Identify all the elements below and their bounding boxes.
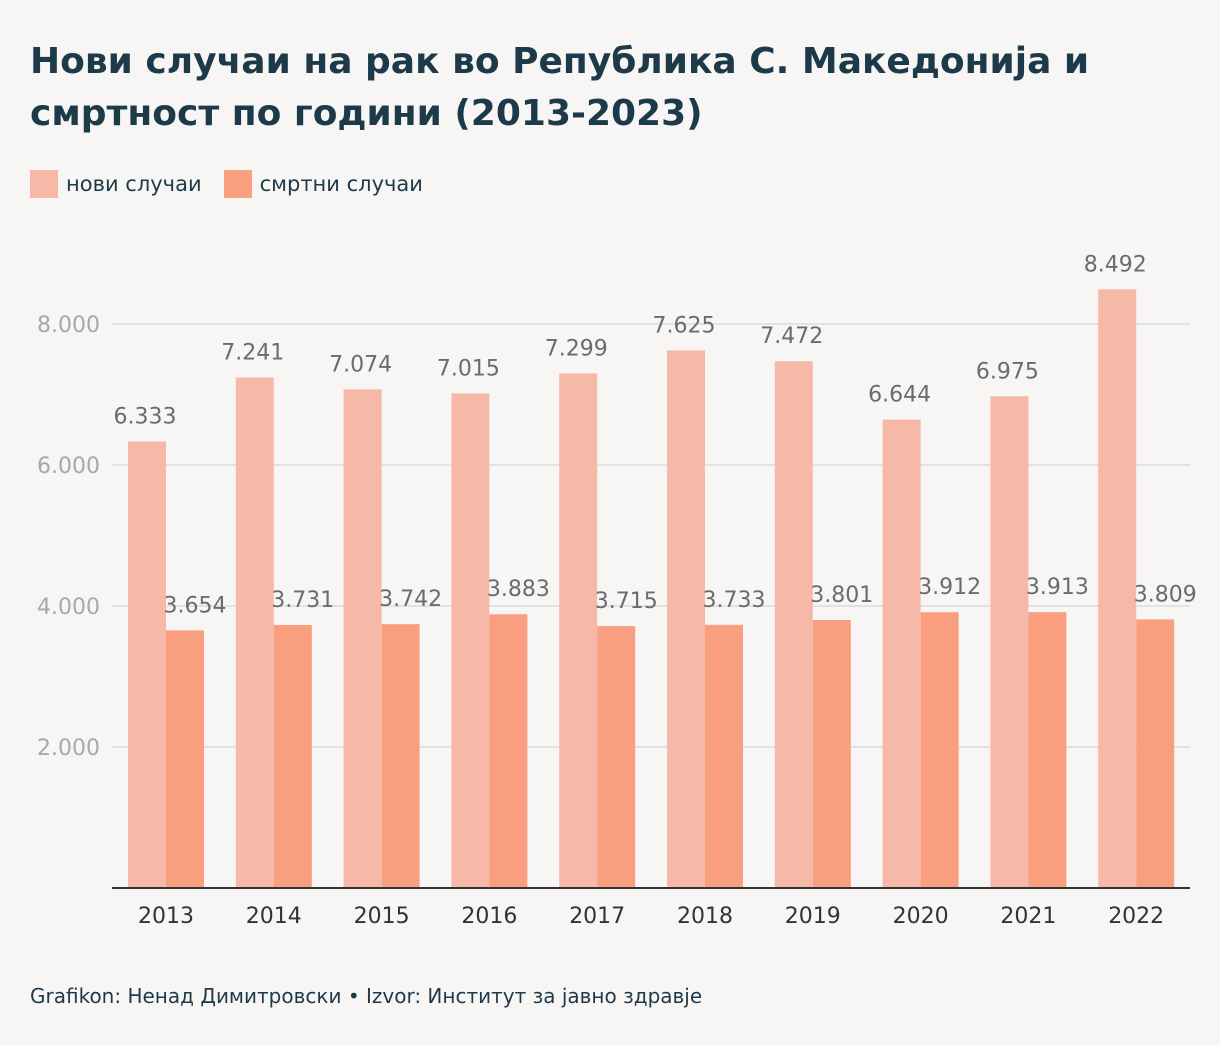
legend-swatch-new-cases bbox=[30, 170, 58, 198]
bar-deaths-2016 bbox=[489, 614, 528, 888]
x-tick-label: 2016 bbox=[461, 904, 517, 929]
x-tick-label: 2022 bbox=[1108, 904, 1164, 929]
value-label-deaths: 3.801 bbox=[810, 583, 873, 608]
bar-deaths-2015 bbox=[381, 624, 420, 888]
value-label-new-cases: 7.241 bbox=[221, 341, 284, 366]
bar-new-cases-2017 bbox=[559, 373, 598, 888]
value-label-deaths: 3.731 bbox=[271, 588, 334, 613]
source-credit: Grafikon: Ненад Димитровски • Izvor: Инс… bbox=[30, 984, 703, 1008]
value-label-deaths: 3.733 bbox=[703, 588, 766, 613]
bar-new-cases-2018 bbox=[667, 350, 705, 888]
bar-new-cases-2021 bbox=[990, 396, 1029, 888]
value-label-deaths: 3.742 bbox=[379, 587, 442, 612]
legend-label-deaths: смртни случаи bbox=[259, 172, 423, 196]
legend: нови случаи смртни случаи bbox=[30, 170, 445, 198]
bar-new-cases-2015 bbox=[343, 389, 382, 888]
value-label-deaths: 3.912 bbox=[918, 575, 981, 600]
bar-new-cases-2020 bbox=[882, 419, 921, 888]
legend-item-deaths: смртни случаи bbox=[223, 170, 423, 198]
bar-deaths-2014 bbox=[273, 624, 312, 888]
x-tick-label: 2019 bbox=[785, 904, 841, 929]
legend-item-new-cases: нови случаи bbox=[30, 170, 202, 198]
value-label-new-cases: 7.299 bbox=[545, 336, 608, 361]
x-tick-label: 2020 bbox=[893, 904, 949, 929]
value-label-new-cases: 8.492 bbox=[1084, 252, 1147, 277]
y-tick-label: 8.000 bbox=[37, 313, 100, 338]
bar-new-cases-2014 bbox=[235, 377, 274, 888]
bar-new-cases-2019 bbox=[774, 361, 813, 888]
y-tick-label: 4.000 bbox=[37, 595, 100, 620]
value-label-new-cases: 7.472 bbox=[760, 324, 823, 349]
x-tick-label: 2014 bbox=[246, 904, 302, 929]
value-label-new-cases: 6.975 bbox=[976, 359, 1039, 384]
x-tick-label: 2015 bbox=[354, 904, 410, 929]
value-label-deaths: 3.809 bbox=[1134, 582, 1197, 607]
value-label-deaths: 3.883 bbox=[487, 577, 550, 602]
value-label-new-cases: 7.074 bbox=[329, 352, 392, 377]
value-label-new-cases: 6.333 bbox=[114, 405, 177, 430]
bar-deaths-2022 bbox=[1136, 619, 1175, 888]
value-label-deaths: 3.715 bbox=[595, 589, 658, 614]
value-label-deaths: 3.913 bbox=[1026, 575, 1089, 600]
bar-deaths-2018 bbox=[705, 624, 743, 888]
bar-deaths-2019 bbox=[812, 620, 851, 888]
legend-swatch-deaths bbox=[223, 170, 252, 198]
bar-new-cases-2013 bbox=[128, 441, 166, 888]
y-tick-label: 6.000 bbox=[37, 454, 100, 479]
x-tick-label: 2013 bbox=[138, 904, 194, 929]
legend-label-new-cases: нови случаи bbox=[66, 172, 202, 196]
x-tick-label: 2017 bbox=[569, 904, 625, 929]
chart-title: Нови случаи на рак во Република С. Макед… bbox=[30, 41, 1090, 134]
bar-deaths-2013 bbox=[166, 630, 204, 888]
x-tick-label: 2018 bbox=[677, 904, 733, 929]
bar-deaths-2020 bbox=[920, 612, 959, 888]
y-tick-label: 2.000 bbox=[37, 736, 100, 761]
x-tick-label: 2021 bbox=[1000, 904, 1056, 929]
value-label-deaths: 3.654 bbox=[164, 593, 227, 618]
bar-deaths-2021 bbox=[1028, 612, 1067, 888]
bar-new-cases-2016 bbox=[451, 393, 490, 888]
bar-new-cases-2022 bbox=[1098, 289, 1137, 889]
value-label-new-cases: 6.644 bbox=[868, 383, 931, 408]
value-label-new-cases: 7.625 bbox=[653, 313, 716, 338]
bar-deaths-2017 bbox=[597, 626, 636, 888]
value-label-new-cases: 7.015 bbox=[437, 356, 500, 381]
